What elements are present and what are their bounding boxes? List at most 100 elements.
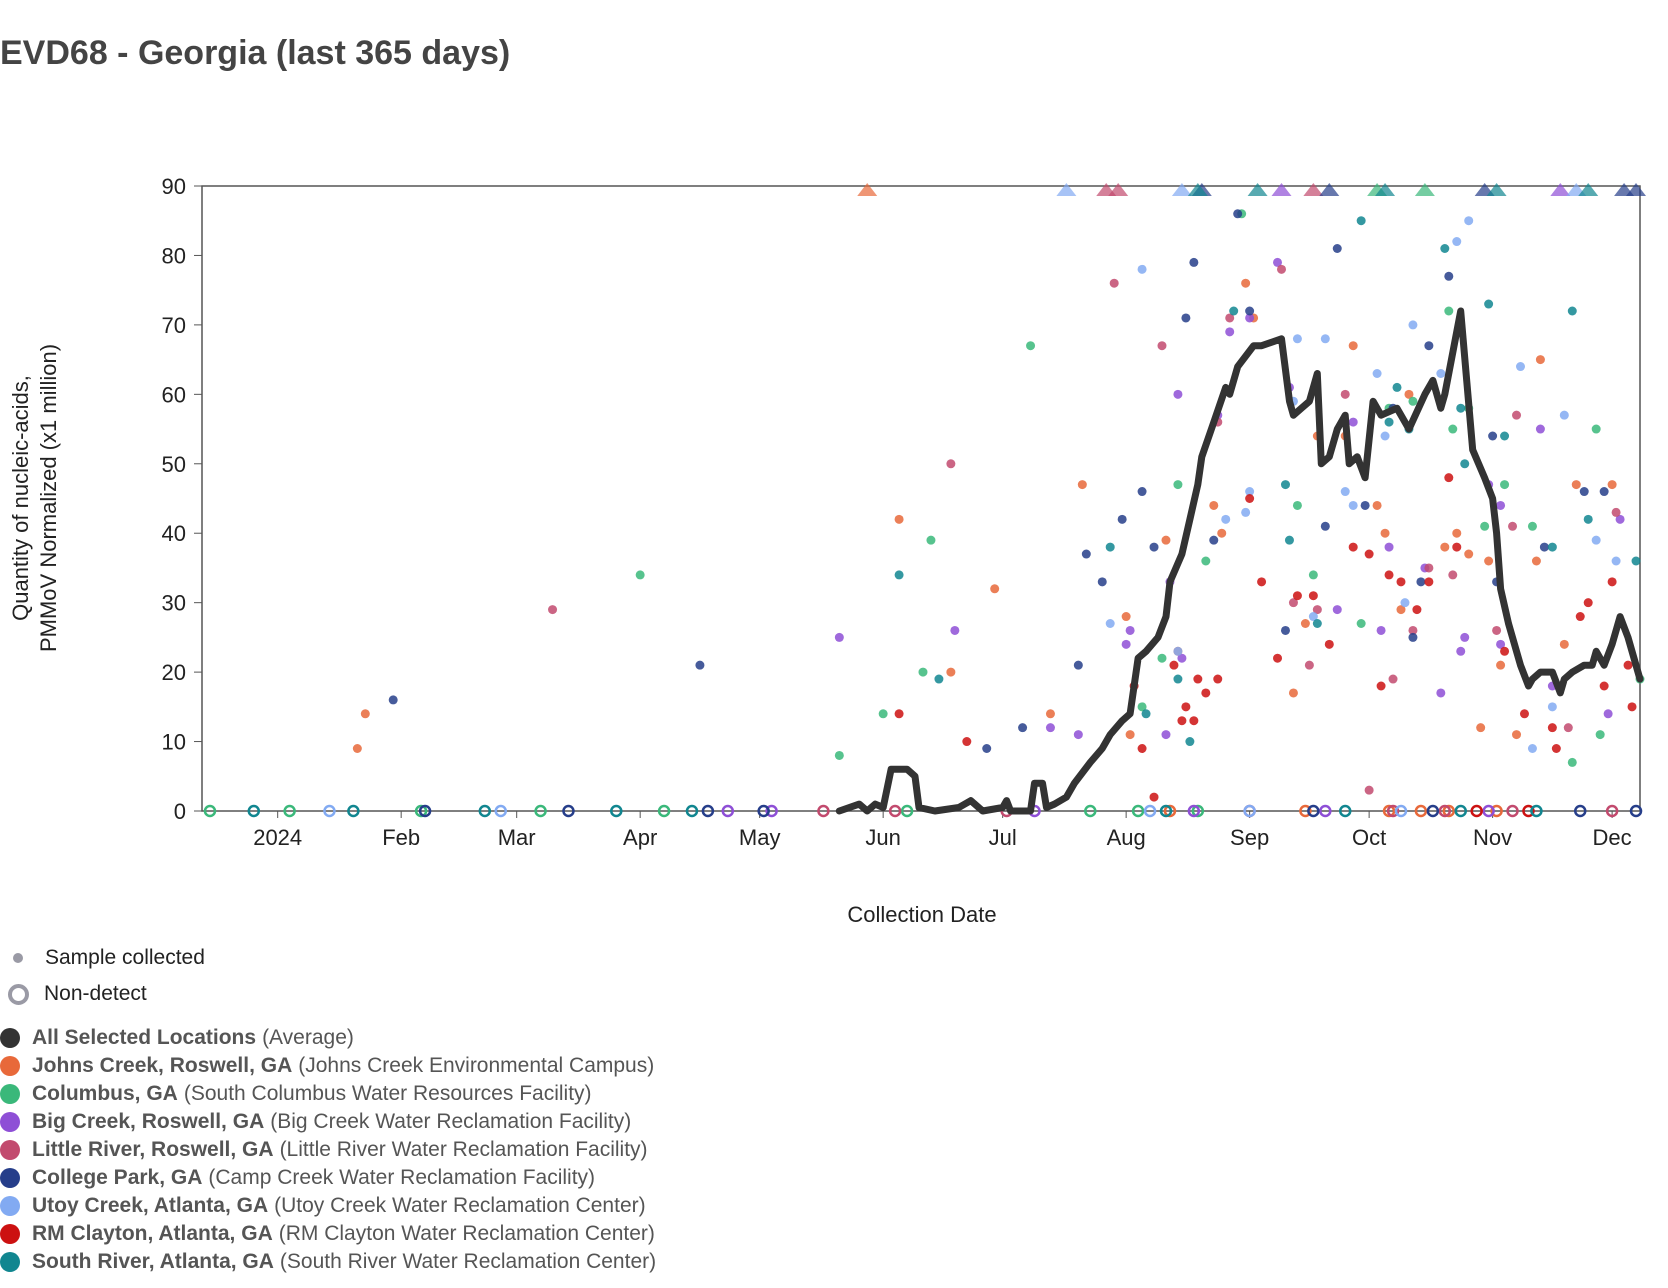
legend-item-name: Little River, Roswell, GA xyxy=(32,1138,274,1161)
sample-point xyxy=(1280,480,1290,490)
sample-point xyxy=(1444,306,1454,316)
sample-point xyxy=(982,744,992,753)
sample-point xyxy=(1595,730,1605,740)
sample-point xyxy=(1603,709,1613,719)
sample-point xyxy=(1161,730,1171,740)
sample-point xyxy=(1280,625,1290,635)
sample-point xyxy=(1348,417,1358,427)
sample-point xyxy=(1547,542,1557,552)
sample-point xyxy=(1408,396,1418,406)
legend-non-detect[interactable]: Non-detect xyxy=(8,976,205,1012)
sample-point xyxy=(1444,473,1454,483)
non-detect-marker xyxy=(1163,804,1177,818)
legend-item-series[interactable]: Columbus, GA (South Columbus Water Resour… xyxy=(0,1080,656,1108)
sample-point xyxy=(1308,591,1318,601)
sample-point xyxy=(1376,625,1386,635)
sample-point xyxy=(1348,341,1358,351)
sample-point xyxy=(950,625,960,635)
non-detect-marker xyxy=(1084,804,1097,818)
sample-point xyxy=(1607,480,1617,490)
legend-item-facility: (South Columbus Water Resources Facility… xyxy=(183,1082,592,1105)
sample-point xyxy=(1571,480,1581,490)
sample-point xyxy=(1241,278,1251,288)
sample-point xyxy=(1173,480,1183,490)
sample-point xyxy=(1508,521,1518,531)
sample-point xyxy=(1440,244,1450,253)
sample-point xyxy=(894,514,904,524)
sample-point xyxy=(1456,646,1466,656)
legend-item-facility: (Little River Water Reclamation Facility… xyxy=(279,1138,648,1161)
sample-point xyxy=(1400,598,1410,608)
sample-point xyxy=(1324,639,1334,649)
y-tick-label: 20 xyxy=(162,660,186,685)
sample-point xyxy=(1599,487,1609,497)
above-range-marker xyxy=(1187,183,1208,196)
sample-point xyxy=(1384,570,1394,580)
sample-point xyxy=(1173,646,1183,656)
sample-point xyxy=(1583,598,1593,608)
sample-point xyxy=(1245,313,1255,323)
sample-point xyxy=(1157,341,1167,351)
sample-point xyxy=(1484,556,1494,566)
above-range-marker xyxy=(1319,183,1340,196)
legend-item-facility: (Johns Creek Environmental Campus) xyxy=(298,1054,655,1077)
sample-point xyxy=(1308,570,1318,580)
sample-point xyxy=(1348,542,1358,552)
sample-point xyxy=(1364,549,1374,559)
non-detect-marker xyxy=(247,804,261,818)
legend-item-series[interactable]: Big Creek, Roswell, GA (Big Creek Water R… xyxy=(0,1108,656,1136)
sample-point xyxy=(1631,556,1641,566)
sample-point xyxy=(695,660,705,670)
sample-point xyxy=(1276,264,1286,274)
sample-point xyxy=(1320,334,1330,344)
sample-point xyxy=(1173,674,1183,684)
sample-point xyxy=(1081,549,1091,559)
legend-item-series[interactable]: Johns Creek, Roswell, GA (Johns Creek Env… xyxy=(0,1052,656,1080)
legend-item-series[interactable]: College Park, GA (Camp Creek Water Reclam… xyxy=(0,1164,656,1192)
sample-point xyxy=(1201,688,1211,698)
sample-point xyxy=(1045,709,1055,719)
sample-point xyxy=(1436,369,1446,378)
legend-item-facility: (Camp Creek Water Reclamation Facility) xyxy=(208,1166,596,1189)
sample-point xyxy=(918,667,928,677)
x-tick-label: Aug xyxy=(1107,825,1146,850)
above-range-marker xyxy=(857,183,878,196)
sample-point xyxy=(1452,237,1462,247)
sample-point xyxy=(1173,389,1183,399)
sample-point xyxy=(878,709,888,719)
sample-point xyxy=(1488,431,1498,441)
non-detect-marker xyxy=(610,804,623,818)
x-tick-label: 2024 xyxy=(253,825,302,850)
sample-point xyxy=(1149,792,1159,802)
sample-point xyxy=(1125,625,1135,635)
legend-item-facility: (Utoy Creek Water Reclamation Center) xyxy=(274,1194,646,1217)
legend-item-name: Johns Creek, Roswell, GA xyxy=(32,1054,293,1077)
legend-item-series[interactable]: Little River, Roswell, GA (Little River W… xyxy=(0,1136,656,1164)
legend-item-average[interactable]: All Selected Locations (Average) xyxy=(0,1024,656,1052)
legend-item-series[interactable]: Utoy Creek, Atlanta, GA (Utoy Creek Water… xyxy=(0,1192,656,1220)
legend-sample-collected[interactable]: Sample collected xyxy=(8,940,205,976)
sample-point xyxy=(990,584,1000,594)
above-range-marker xyxy=(1303,183,1324,196)
sample-point xyxy=(1137,487,1147,497)
chart-title: EVD68 - Georgia (last 365 days) xyxy=(0,34,511,72)
legend-item-facility: (Big Creek Water Reclamation Facility) xyxy=(270,1110,632,1133)
sample-point xyxy=(1169,660,1179,670)
y-tick-label: 10 xyxy=(162,730,186,755)
sample-point xyxy=(1424,341,1434,351)
sample-point xyxy=(1519,709,1529,719)
sample-point xyxy=(1137,744,1147,753)
sample-point xyxy=(1539,542,1549,552)
legend-item-series[interactable]: RM Clayton, Atlanta, GA (RM Clayton Water… xyxy=(0,1220,656,1248)
sample-point xyxy=(1213,674,1223,684)
sample-point xyxy=(1209,535,1219,545)
non-detect-marker xyxy=(1131,804,1145,818)
legend-item-series[interactable]: South River, Atlanta, GA (South River Wat… xyxy=(0,1248,656,1276)
sample-point xyxy=(1500,431,1510,441)
sample-point xyxy=(1105,542,1115,552)
y-tick-label: 60 xyxy=(162,382,186,407)
non-detect-marker xyxy=(817,804,830,818)
sample-point xyxy=(1229,306,1239,316)
non-detect-marker xyxy=(888,804,902,818)
non-detect-marker xyxy=(657,804,671,818)
